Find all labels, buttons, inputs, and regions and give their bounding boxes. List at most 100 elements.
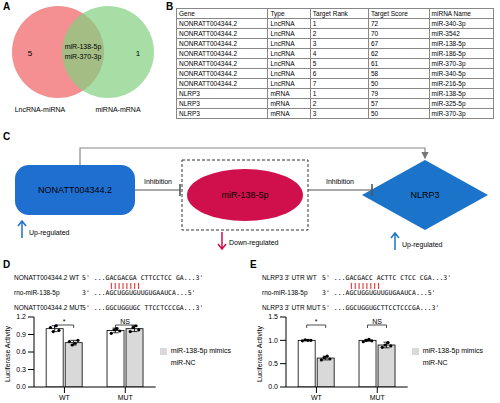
svg-text:NLRP3 3' UTR MUT: NLRP3 3' UTR MUT [262,304,321,311]
svg-text:0.0: 0.0 [16,383,26,390]
svg-text:Inhibition: Inhibition [144,178,172,185]
html-text:mRNA: mRNA [270,90,290,97]
svg-text:LncRNA-miRNA: LncRNA-miRNA [15,106,66,113]
svg-text:0.9: 0.9 [16,331,26,338]
html-text:Gene: Gene [179,10,195,17]
html-text:NLRP3: NLRP3 [179,100,200,107]
html-text:miR-3542: miR-3542 [431,30,460,37]
svg-text:3' ...AGCUGGUGUUGUGAAUCA...5': 3' ...AGCUGGUGUUGUGAAUCA...5' [82,289,196,297]
html-text:miR-138-5p mimics: miR-138-5p mimics [422,347,483,354]
html-text:NLRP3: NLRP3 [179,110,200,117]
svg-text:Inhibition: Inhibition [326,178,354,185]
html-text:Target Rank: Target Rank [312,10,348,17]
html-text:miR-138-5p mimics: miR-138-5p mimics [170,347,231,354]
svg-text:NLRP3: NLRP3 [410,190,439,200]
svg-text:0.0: 0.0 [268,383,278,390]
svg-text:rno-miR-138-5p: rno-miR-138-5p [14,289,60,297]
svg-text:0.6: 0.6 [16,348,26,355]
html-text:1: 1 [312,20,317,27]
svg-text:NLRP3 3' UTR WT: NLRP3 3' UTR WT [262,274,317,281]
html-text:LncRNA: LncRNA [270,70,295,77]
html-text:LncRNA: LncRNA [270,50,295,57]
html-text:miR-370-3p: miR-370-3p [431,110,466,117]
html-text:72: 72 [370,20,379,27]
svg-text:5' ...GGCUGGUGCTTCCTCCCGA...3': 5' ...GGCUGGUGCTTCCTCCCGA...3' [322,304,439,312]
svg-text:A: A [8,1,10,12]
svg-text:*: * [315,318,318,325]
html-text:LncRNA: LncRNA [270,60,295,67]
svg-text:Down-regulated: Down-regulated [229,239,279,247]
html-text:79: 79 [370,90,379,97]
svg-text:MUT: MUT [118,394,134,401]
html-text:miR-216-5p: miR-216-5p [431,80,466,87]
html-text:57: 57 [370,100,379,107]
html-text:61: 61 [370,60,379,67]
html-text:miR-340-3p: miR-340-3p [431,20,466,27]
svg-text:0.3: 0.3 [16,366,26,373]
svg-text:1.0: 1.0 [268,337,278,344]
svg-text:5' ...GACGACC ACTTC CTCC CGA..: 5' ...GACGACC ACTTC CTCC CGA...3' [322,274,451,282]
html-text:50: 50 [370,80,379,87]
html-text:NONRATT004344.2: NONRATT004344.2 [179,20,237,27]
svg-text:miRNA-mRNA: miRNA-mRNA [95,106,140,113]
svg-text:WT: WT [59,394,71,401]
svg-text:5' ...GGCUGGUGC TTCCTCCCGA...3: 5' ...GGCUGGUGC TTCCTCCCGA...3' [82,304,203,312]
svg-text:NS: NS [372,318,382,325]
html-text:NONRATT004344.2: NONRATT004344.2 [179,60,237,67]
svg-text:B: B [166,1,173,12]
html-text:70: 70 [370,30,379,37]
html-text:LncRNA: LncRNA [270,40,295,47]
html-text:miR-325-5p: miR-325-5p [431,100,466,107]
html-text:miR-370-3p: miR-370-3p [431,60,466,67]
svg-text:Up-regulated: Up-regulated [402,241,443,249]
html-text:67: 67 [370,40,379,47]
html-text:miR-NC: miR-NC [422,359,448,366]
html-text:Target Score: Target Score [370,10,408,17]
html-text:LncRNA: LncRNA [270,80,295,87]
svg-text:MUT: MUT [370,394,386,401]
svg-text:3' ...AGCUGGUGUUGUGAAUCA...5': 3' ...AGCUGGUGUUGUGAAUCA...5' [322,289,436,297]
html-text:58: 58 [370,70,379,77]
html-text:50: 50 [370,110,379,117]
svg-text:NS: NS [120,318,130,325]
svg-text:rno-miR-138-5p: rno-miR-138-5p [262,289,308,297]
svg-text:5: 5 [28,49,33,58]
svg-text:NONATT004344.2: NONATT004344.2 [38,185,112,195]
svg-text:C: C [8,131,10,142]
svg-text:E: E [250,259,257,270]
svg-text:0.5: 0.5 [268,360,278,367]
html-text:mRNA: mRNA [270,110,290,117]
svg-text:Up-regulated: Up-regulated [29,229,70,237]
svg-text:NONATT004344.2 WT: NONATT004344.2 WT [14,274,79,281]
html-text:miRNA Name: miRNA Name [431,10,471,17]
html-text:Type: Type [270,10,285,17]
html-text:miR-340-5p: miR-340-5p [431,70,466,77]
html-text:NONRATT004344.2: NONRATT004344.2 [179,70,237,77]
svg-text:Luciferase Activity: Luciferase Activity [8,325,12,382]
html-text:miR-138-5p: miR-138-5p [431,40,466,47]
html-text:miR-138-5p: miR-138-5p [431,90,466,97]
html-text:NONRATT004344.2: NONRATT004344.2 [179,40,237,47]
svg-text:*: * [63,318,66,325]
html-text:miR-NC: miR-NC [170,359,196,366]
svg-text:D: D [8,259,10,270]
svg-text:1.5: 1.5 [268,313,278,320]
svg-text:NONATT004344.2 MUT: NONATT004344.2 MUT [14,304,83,311]
html-text:NONRATT004344.2: NONRATT004344.2 [179,30,237,37]
svg-text:5' ...GACGACGA CTTCCTCC GA...3: 5' ...GACGACGA CTTCCTCC GA...3' [82,274,203,282]
html-text:NONRATT004344.2: NONRATT004344.2 [179,80,237,87]
html-text:LncRNA: LncRNA [270,20,295,27]
html-text:LncRNA: LncRNA [270,30,295,37]
svg-text:miR-370-3p: miR-370-3p [65,53,102,61]
svg-text:miR-138-5p: miR-138-5p [221,190,268,200]
svg-text:Luciferase Activity: Luciferase Activity [256,325,264,382]
html-text:62: 62 [370,50,379,57]
html-text:NLRP3: NLRP3 [179,90,200,97]
svg-text:WT: WT [311,394,323,401]
html-text:NONRATT004344.2: NONRATT004344.2 [179,50,237,57]
html-text:mRNA: mRNA [270,100,290,107]
html-text:miR-186-5p: miR-186-5p [431,50,466,57]
svg-text:1: 1 [136,49,141,58]
svg-text:1.2: 1.2 [16,313,26,320]
svg-text:miR-138-5p: miR-138-5p [65,43,102,51]
